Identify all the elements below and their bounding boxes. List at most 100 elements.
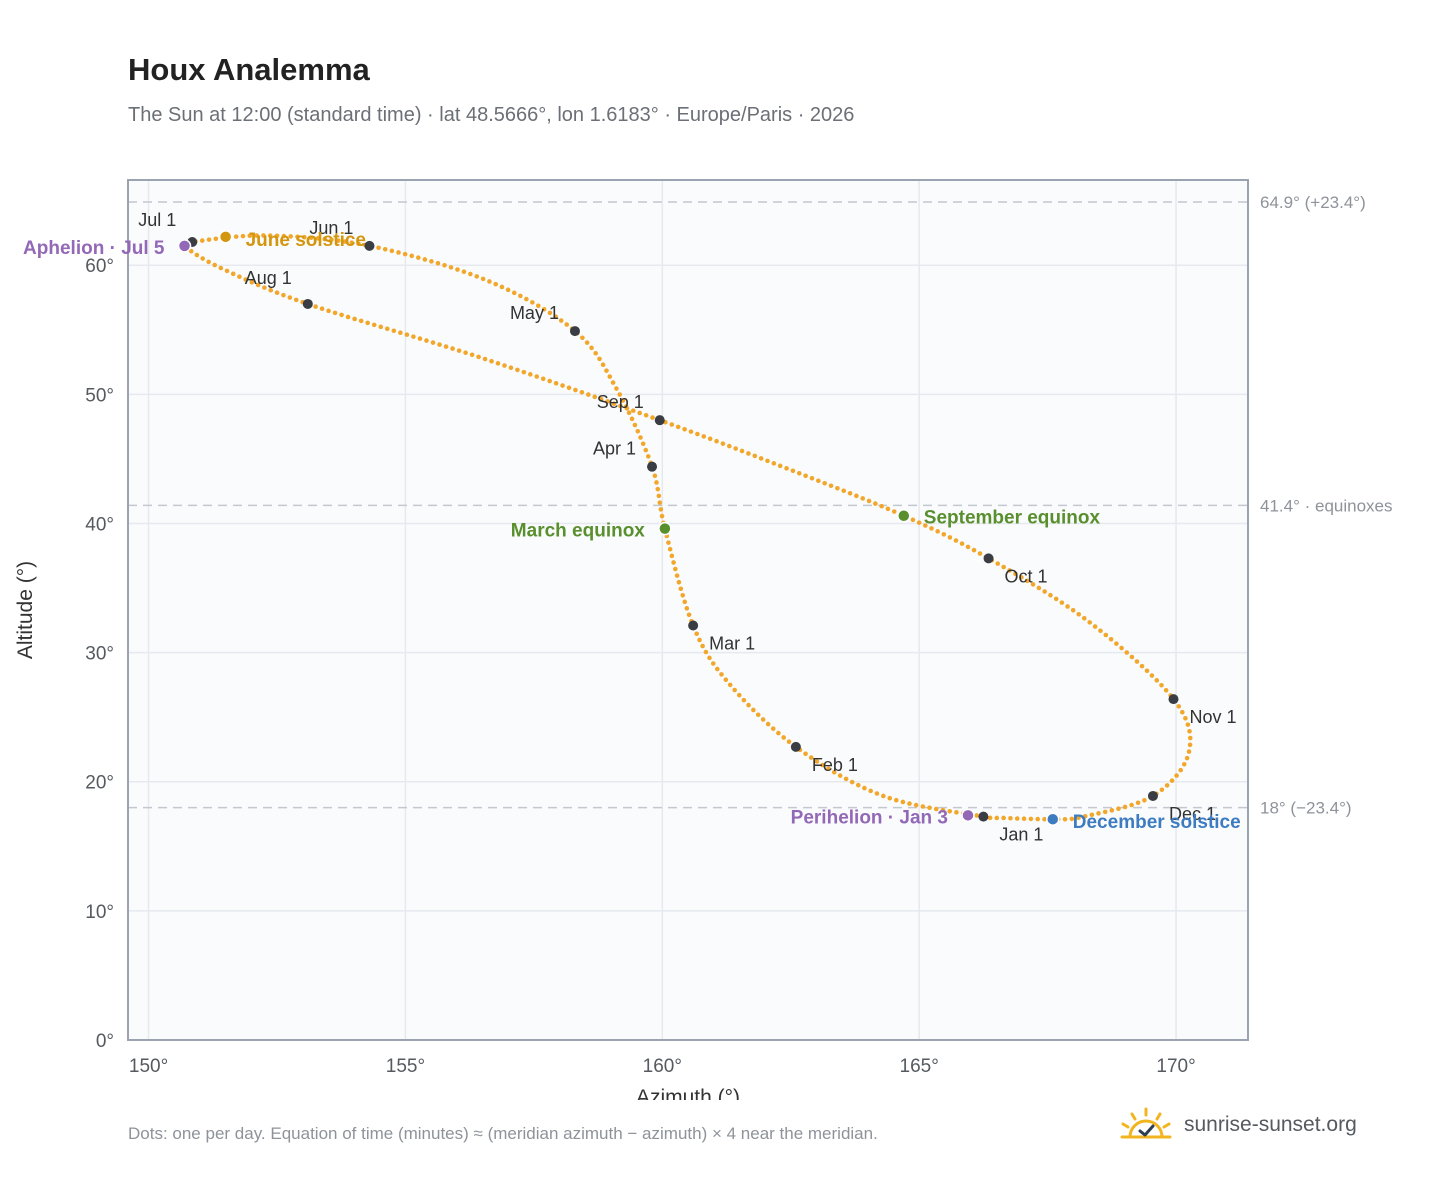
daily-dot xyxy=(873,501,878,506)
daily-dot xyxy=(758,456,764,461)
daily-dot xyxy=(1008,815,1013,821)
daily-dot xyxy=(382,246,388,252)
daily-dot xyxy=(1114,641,1119,646)
daily-dot xyxy=(714,438,719,444)
daily-dot xyxy=(1019,575,1024,580)
daily-dot xyxy=(739,448,745,454)
month-marker xyxy=(654,415,665,426)
daily-dot xyxy=(666,540,671,545)
daily-dot xyxy=(237,274,242,279)
daily-dot xyxy=(796,470,802,476)
daily-dot xyxy=(674,573,680,578)
daily-dot xyxy=(404,332,410,337)
daily-dot xyxy=(607,374,613,379)
event-marker xyxy=(897,508,911,523)
daily-dot xyxy=(673,566,678,572)
event-marker xyxy=(177,239,192,253)
daily-dot xyxy=(953,538,959,543)
daily-dot xyxy=(480,276,486,282)
event-marker xyxy=(658,521,672,536)
y-tick-label: 0° xyxy=(96,1031,114,1052)
sun-icon xyxy=(1120,1107,1172,1139)
daily-dot xyxy=(558,318,564,323)
daily-dots xyxy=(179,233,1193,822)
daily-dot xyxy=(854,493,859,499)
daily-dot xyxy=(695,431,700,437)
daily-dot xyxy=(1139,663,1145,669)
daily-dot xyxy=(658,507,664,512)
daily-dot xyxy=(308,235,314,241)
daily-dot xyxy=(396,250,401,255)
event-label: September equinox xyxy=(924,508,1101,529)
daily-dot xyxy=(965,544,971,550)
daily-dot xyxy=(624,406,630,411)
month-marker xyxy=(302,298,313,309)
daily-dot xyxy=(586,392,591,397)
daily-dot xyxy=(741,697,747,703)
month-label: May 1 xyxy=(510,303,559,323)
daily-dot xyxy=(1089,812,1095,818)
daily-dot xyxy=(900,799,906,805)
x-tick-label: 150° xyxy=(129,1056,168,1077)
daily-dot xyxy=(974,813,979,818)
daily-dot xyxy=(508,365,514,371)
event-label: December solstice xyxy=(1073,812,1241,833)
daily-dot xyxy=(803,473,808,479)
daily-dot xyxy=(835,485,840,491)
daily-dot xyxy=(417,336,423,341)
daily-dot xyxy=(643,412,649,418)
daily-dot xyxy=(515,367,520,373)
daily-dot xyxy=(376,245,381,251)
month-marker xyxy=(978,811,989,822)
daily-dot xyxy=(281,233,287,239)
month-marker xyxy=(688,620,699,631)
daily-dot xyxy=(1098,628,1103,634)
daily-dot xyxy=(1169,778,1175,783)
daily-dot xyxy=(409,253,415,259)
x-tick-label: 170° xyxy=(1156,1056,1195,1077)
daily-dot xyxy=(688,429,694,434)
daily-dot xyxy=(295,234,300,240)
daily-dot xyxy=(1048,592,1053,598)
month-label: Jun 1 xyxy=(309,218,353,238)
daily-dot xyxy=(954,810,959,815)
daily-dot xyxy=(626,410,632,416)
daily-dot xyxy=(358,318,364,324)
daily-dot xyxy=(411,334,416,339)
daily-dot xyxy=(1096,811,1101,816)
daily-dot xyxy=(233,234,239,239)
axis-ticks: 150° 155° 160° 165° 170° 0° 10° 20° 30° 40° 50° 60° xyxy=(85,256,1195,1077)
daily-dot xyxy=(1042,589,1047,594)
daily-dot xyxy=(1042,816,1047,822)
daily-dot xyxy=(448,265,454,270)
daily-dot xyxy=(600,362,606,368)
daily-dot xyxy=(240,233,246,239)
daily-dot xyxy=(671,560,676,565)
daily-dot xyxy=(213,236,219,242)
daily-dot xyxy=(659,513,665,519)
brand-logo[interactable]: sunrise-sunset.org xyxy=(1118,1100,1357,1150)
daily-dot xyxy=(315,236,321,241)
y-tick-label: 60° xyxy=(85,256,114,277)
month-label: Mar 1 xyxy=(709,633,755,653)
reference-label: 18° (−23.4°) xyxy=(1260,799,1352,818)
daily-dot xyxy=(847,490,853,496)
daily-dot xyxy=(755,712,761,718)
daily-dot xyxy=(1180,709,1185,715)
daily-dot xyxy=(907,801,912,806)
daily-dot xyxy=(760,717,766,722)
month-marker xyxy=(1147,790,1158,801)
daily-dot xyxy=(885,506,891,512)
daily-dot xyxy=(786,739,792,744)
daily-dot xyxy=(584,340,590,345)
daily-dot xyxy=(891,509,897,514)
daily-dot xyxy=(841,488,847,494)
daily-dot xyxy=(604,368,609,373)
daily-dot xyxy=(476,354,481,360)
daily-dot xyxy=(987,815,993,821)
daily-dot xyxy=(463,350,468,356)
daily-dot xyxy=(682,426,687,432)
daily-dot xyxy=(1081,615,1087,621)
daily-dot xyxy=(820,762,825,768)
daily-dot xyxy=(1065,604,1070,609)
